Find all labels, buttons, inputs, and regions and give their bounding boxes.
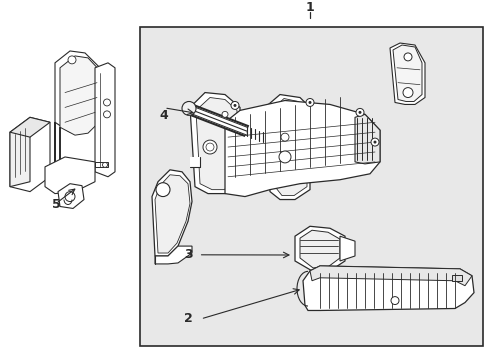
Polygon shape bbox=[271, 99, 307, 195]
Circle shape bbox=[279, 151, 291, 163]
Circle shape bbox=[306, 99, 314, 107]
Polygon shape bbox=[155, 246, 192, 264]
Circle shape bbox=[281, 133, 289, 141]
Circle shape bbox=[102, 162, 107, 167]
Polygon shape bbox=[152, 170, 192, 256]
Circle shape bbox=[356, 108, 364, 116]
Polygon shape bbox=[10, 117, 50, 137]
Text: 4: 4 bbox=[160, 109, 169, 122]
Polygon shape bbox=[390, 43, 425, 104]
Polygon shape bbox=[55, 51, 105, 162]
Circle shape bbox=[182, 102, 196, 115]
Polygon shape bbox=[303, 266, 474, 310]
Polygon shape bbox=[295, 226, 345, 271]
Text: 5: 5 bbox=[52, 198, 61, 211]
Text: 2: 2 bbox=[184, 312, 193, 325]
Circle shape bbox=[309, 101, 312, 104]
Circle shape bbox=[206, 143, 214, 151]
Polygon shape bbox=[300, 230, 340, 268]
Circle shape bbox=[103, 111, 111, 118]
Polygon shape bbox=[190, 93, 240, 194]
Circle shape bbox=[234, 104, 237, 107]
Circle shape bbox=[68, 56, 76, 64]
Polygon shape bbox=[95, 162, 108, 167]
Polygon shape bbox=[190, 157, 200, 167]
Polygon shape bbox=[225, 100, 380, 197]
Circle shape bbox=[203, 140, 217, 154]
Polygon shape bbox=[45, 157, 95, 194]
Polygon shape bbox=[393, 45, 422, 102]
Circle shape bbox=[231, 102, 239, 109]
Polygon shape bbox=[58, 184, 84, 208]
Circle shape bbox=[156, 183, 170, 197]
Circle shape bbox=[65, 192, 75, 202]
Text: 1: 1 bbox=[306, 1, 315, 14]
Bar bbox=[140, 27, 483, 346]
Polygon shape bbox=[340, 236, 355, 261]
Polygon shape bbox=[60, 56, 105, 167]
Text: 3: 3 bbox=[184, 248, 193, 261]
Circle shape bbox=[212, 114, 218, 120]
Polygon shape bbox=[452, 275, 462, 281]
Polygon shape bbox=[10, 127, 30, 187]
Circle shape bbox=[403, 87, 413, 98]
Circle shape bbox=[404, 53, 412, 61]
Polygon shape bbox=[155, 175, 190, 253]
Circle shape bbox=[371, 138, 379, 146]
Polygon shape bbox=[355, 114, 380, 164]
Polygon shape bbox=[95, 63, 115, 177]
Polygon shape bbox=[310, 266, 472, 286]
Polygon shape bbox=[10, 117, 50, 192]
Circle shape bbox=[222, 111, 228, 117]
Circle shape bbox=[373, 141, 376, 144]
Polygon shape bbox=[196, 98, 237, 190]
Circle shape bbox=[359, 111, 362, 114]
Circle shape bbox=[391, 297, 399, 305]
Polygon shape bbox=[265, 95, 310, 199]
Circle shape bbox=[103, 99, 111, 106]
